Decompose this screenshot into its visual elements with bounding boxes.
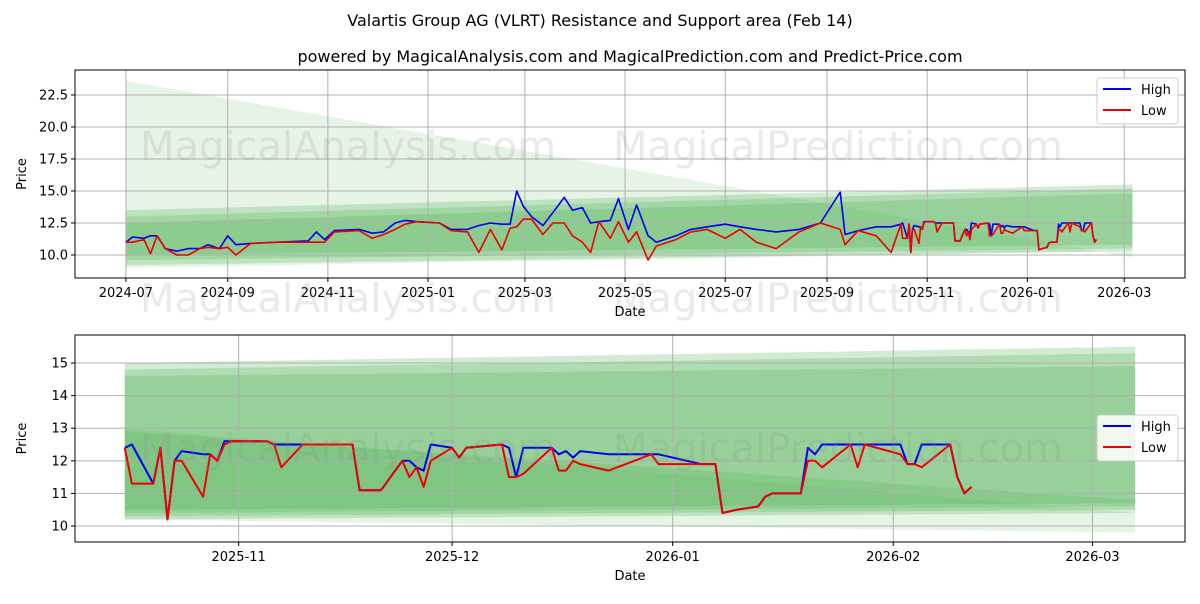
- chart-subtitle: powered by MagicalAnalysis.com and Magic…: [297, 47, 962, 66]
- x-tick-label: 2024-07: [99, 286, 153, 301]
- plot-area: [75, 335, 1185, 542]
- watermark: MagicalPrediction.com: [613, 124, 1063, 170]
- x-tick-label: 2025-09: [800, 286, 854, 301]
- x-tick-label: 2025-11: [900, 286, 954, 301]
- chart-title: Valartis Group AG (VLRT) Resistance and …: [347, 11, 852, 30]
- y-tick-label: 11: [51, 487, 68, 502]
- y-tick-label: 10: [51, 520, 68, 535]
- y-axis-label: Price: [15, 158, 30, 190]
- x-tick-label: 2026-01: [1000, 286, 1054, 301]
- y-tick-label: 13: [51, 422, 68, 437]
- watermark: MagicalPrediction.com: [613, 276, 1063, 322]
- axes-frame: [74, 69, 1186, 279]
- y-tick-label: 12.5: [39, 216, 68, 231]
- x-tick-label: 2026-03: [1065, 550, 1119, 565]
- legend-high-label: High: [1141, 83, 1171, 98]
- y-axis-label: Price: [15, 423, 30, 455]
- x-axis-label: Date: [614, 305, 645, 320]
- x-tick-label: 2026-01: [646, 550, 700, 565]
- y-tick-label: 22.5: [39, 88, 68, 103]
- support-resistance-band: [124, 428, 1136, 533]
- x-tick-label: 2025-11: [211, 550, 265, 565]
- support-resistance-band: [124, 431, 1136, 513]
- top-chart: 10.0 12.5 15.0 17.5 20.0 22.5 2024-07 2024-09 20…: [15, 69, 1186, 322]
- support-resistance-band: [124, 346, 1136, 520]
- watermark: MagicalAnalysis.com: [140, 276, 556, 322]
- y-tick-label: 14: [51, 389, 68, 404]
- support-resistance-band: [124, 353, 1136, 517]
- watermark: MagicalAnalysis.com: [140, 124, 556, 170]
- support-resistance-band: [125, 188, 1133, 261]
- y-tick-label: 12: [51, 454, 68, 469]
- plot-area: [75, 70, 1185, 278]
- x-tick-label: 2026-03: [1097, 286, 1151, 301]
- support-resistance-band: [124, 366, 1136, 510]
- y-tick-label: 15: [51, 357, 68, 372]
- watermark: MagicalPrediction.com: [613, 426, 1063, 472]
- x-tick-label: 2024-11: [301, 286, 355, 301]
- low-price-line: [125, 218, 1097, 261]
- bottom-chart: 10 11 12 13 14 15 2025-11 2025-12 2026-01 2026-02…: [15, 334, 1186, 584]
- y-tick-label: 15.0: [39, 184, 68, 199]
- y-tick-label: 17.5: [39, 152, 68, 167]
- low-price-line: [123, 440, 973, 521]
- axes-frame: [74, 334, 1186, 543]
- x-tick-label: 2025-05: [598, 286, 652, 301]
- support-resistance-band: [125, 80, 1133, 268]
- x-tick-label: 2024-09: [201, 286, 255, 301]
- y-tick-label: 10.0: [39, 248, 68, 263]
- x-tick-label: 2026-02: [866, 550, 920, 565]
- legend: High Low: [1096, 414, 1179, 462]
- watermark: MagicalAnalysis.com: [140, 426, 556, 472]
- x-tick-label: 2025-12: [425, 550, 479, 565]
- x-tick-label: 2025-07: [698, 286, 752, 301]
- legend-high-label: High: [1141, 420, 1171, 435]
- legend: High Low: [1096, 77, 1179, 125]
- y-tick-label: 20.0: [39, 120, 68, 135]
- x-tick-label: 2025-01: [401, 286, 455, 301]
- x-axis-label: Date: [614, 569, 645, 584]
- legend-low-label: Low: [1141, 441, 1167, 456]
- support-resistance-band: [125, 193, 1133, 255]
- legend-low-label: Low: [1141, 104, 1167, 119]
- x-tick-label: 2025-03: [498, 286, 552, 301]
